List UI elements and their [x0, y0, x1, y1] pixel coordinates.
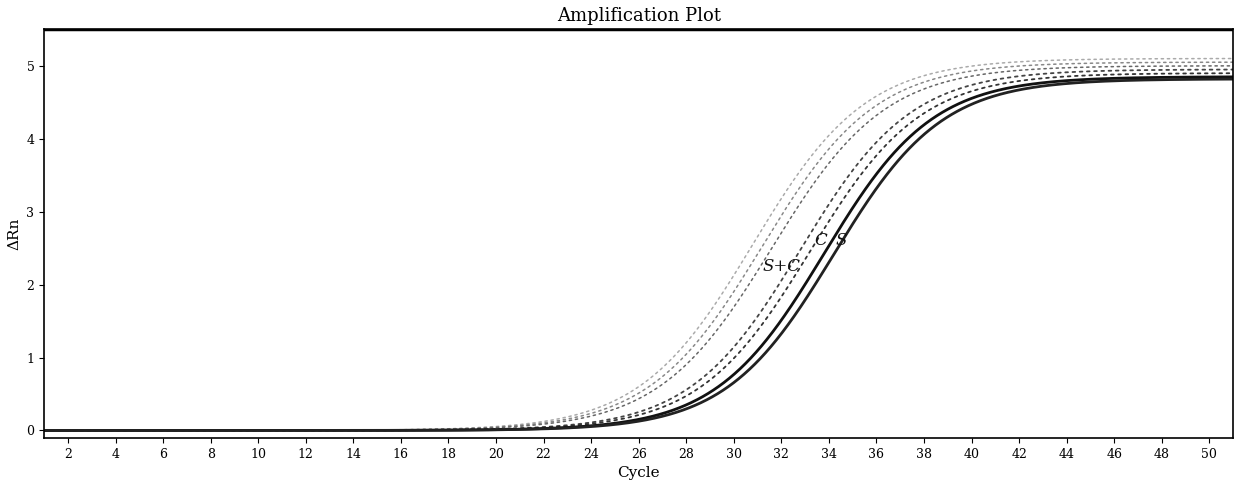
- Text: C: C: [815, 232, 827, 249]
- Text: S: S: [836, 232, 847, 249]
- Text: S+C: S+C: [763, 258, 800, 275]
- Y-axis label: ΔRn: ΔRn: [7, 217, 21, 250]
- X-axis label: Cycle: Cycle: [618, 466, 660, 480]
- Title: Amplification Plot: Amplification Plot: [557, 7, 720, 25]
